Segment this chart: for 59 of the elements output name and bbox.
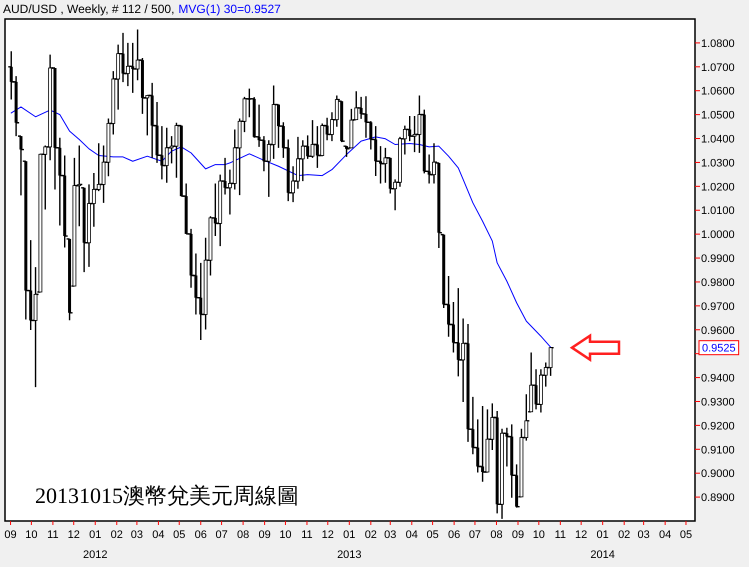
x-tick-label: 10 [532,529,545,541]
x-tick-label: 11 [47,529,59,541]
x-tick-label: 08 [236,529,250,541]
y-tick-label: 1.0800 [701,38,735,50]
y-tick-label: 0.9700 [701,300,735,313]
x-tick-label: 10 [25,529,38,541]
x-tick-label: 02 [110,529,123,541]
y-tick-label: 1.0500 [701,110,735,122]
y-tick-label: 0.9600 [701,324,735,337]
x-tick-label: 12 [322,529,334,541]
y-tick-label: 1.0600 [701,86,735,98]
x-tick-label: 03 [384,529,396,541]
y-tick-label: 1.0100 [701,205,735,218]
x-tick-label: 01 [596,529,609,541]
x-tick-label: 02 [364,529,377,541]
y-tick-label: 0.9200 [701,420,735,432]
text: 2014 [590,549,615,561]
x-tick-label: 11 [554,529,566,541]
x-tick-label: 05 [173,529,186,541]
x-tick-label: 07 [468,529,482,541]
x-tick-label: 03 [130,529,144,541]
x-tick-label: 10 [279,529,292,541]
x-tick-label: 06 [448,529,460,541]
y-tick-label: 1.0200 [701,181,735,194]
x-tick-label: 05 [426,529,439,541]
y-tick-label: 1.0000 [701,229,735,242]
y-tick-label: 0.9800 [701,276,735,289]
x-tick-label: 07 [215,529,228,541]
x-tick-label: 11 [301,529,313,541]
x-tick-label: 12 [575,529,588,541]
y-tick-label: 0.8900 [701,492,735,504]
x-tick-label: 01 [89,529,102,541]
x-tick-label: 09 [258,529,271,541]
x-tick-label: 01 [343,529,356,541]
x-tick-label: 05 [680,529,692,541]
x-tick-label: 12 [68,529,80,541]
text: MVG(1) 30=0.9527 [178,2,282,16]
x-tick-label: 06 [194,529,207,541]
x-tick-label: 03 [638,529,650,541]
y-tick-label: 1.0700 [701,62,735,74]
x-tick-label: 04 [152,529,165,541]
y-tick-label: 1.0300 [701,157,735,170]
x-tick-label: 09 [512,529,524,541]
x-tick-label: 02 [618,529,630,541]
y-tick-label: 0.9900 [701,253,735,266]
y-tick-label: 1.0400 [701,134,735,146]
x-tick-label: 09 [4,529,17,541]
text: 2013 [337,549,362,561]
annotation: 20131015澳幣兌美元周線圖 [35,483,299,508]
x-tick-label: 08 [490,529,503,541]
y-tick-label: 0.9400 [701,372,735,385]
y-tick-label: 0.9300 [701,396,735,408]
chart-title: AUD/USD , Weekly, # 112 / 500, [3,2,174,16]
y-tick-label: 0.9100 [701,444,735,456]
y-tick-label: 0.9000 [701,468,735,480]
text: 0.9525 [702,342,736,355]
text: 2012 [83,549,108,561]
x-tick-label: 04 [659,529,672,541]
x-tick-label: 04 [406,529,418,541]
